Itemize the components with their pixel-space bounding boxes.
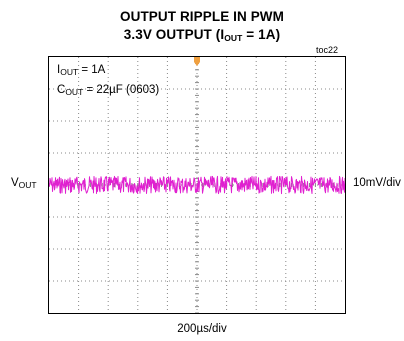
oscilloscope-grid <box>49 57 345 313</box>
trigger-marker-icon <box>194 57 200 66</box>
chart-title-line-1: OUTPUT RIPPLE IN PWM <box>120 9 284 24</box>
horizontal-scale-label: 200µs/div <box>177 323 227 335</box>
vout-ripple-trace <box>49 175 345 195</box>
oscilloscope-plot-area <box>48 56 346 314</box>
chart-title-line-2: 3.3V OUTPUT (IOUT = 1A) <box>123 27 281 43</box>
vertical-scale-label: 10mV/div <box>353 177 401 189</box>
channel-label-vout: VOUT <box>11 177 37 190</box>
load-current-annotation: IOUT = 1A <box>57 64 106 77</box>
figure-id: toc22 <box>316 45 339 55</box>
output-capacitor-annotation: COUT = 22µF (0603) <box>57 84 160 97</box>
